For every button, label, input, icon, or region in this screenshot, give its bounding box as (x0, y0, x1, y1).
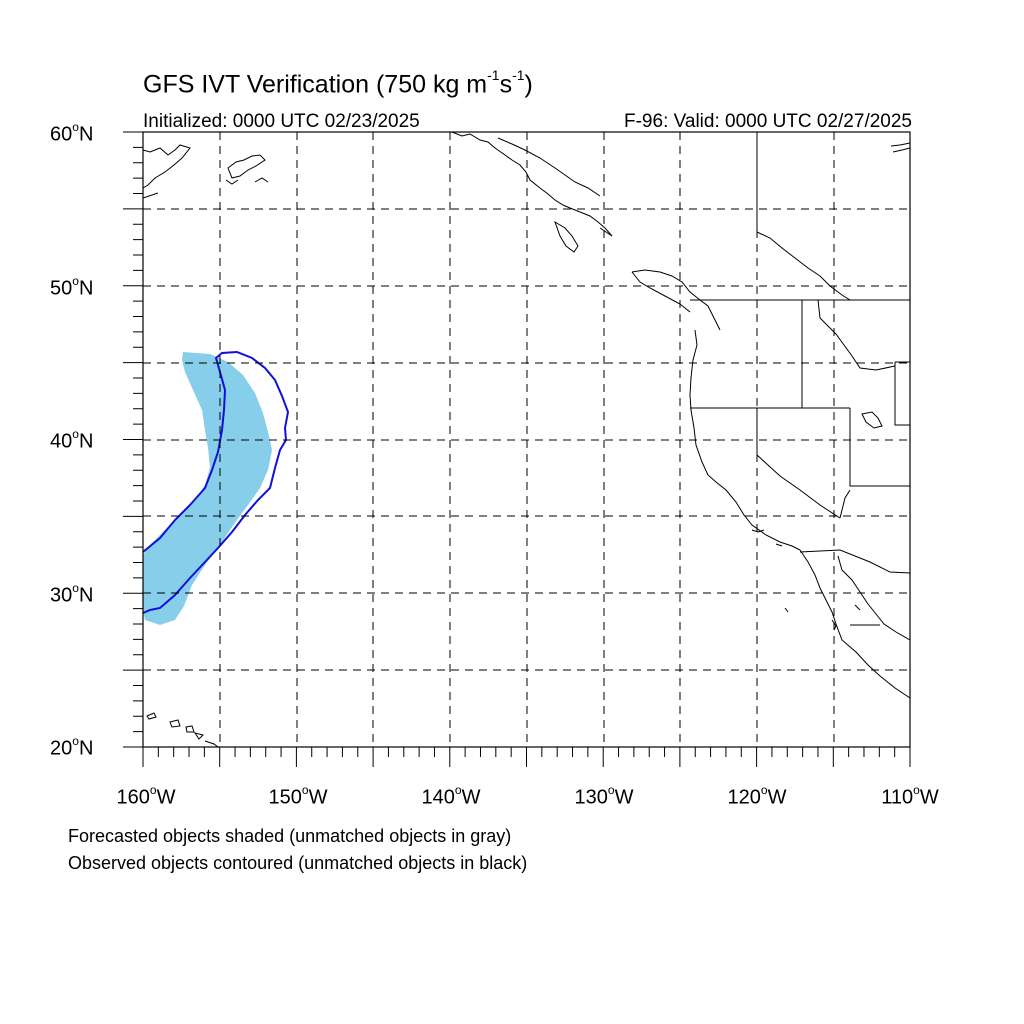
alaska-coastline (142, 144, 269, 199)
forecast-note: Forecasted objects shaded (unmatched obj… (68, 826, 512, 846)
lon-label-110w: 110oW (881, 783, 939, 809)
observed-object-contour (142, 350, 290, 614)
lon-label-140w: 140oW (421, 783, 481, 809)
valid-time: F-96: Valid: 0000 UTC 02/27/2025 (624, 111, 912, 132)
lat-label-20n: 20oN (50, 734, 94, 760)
graticule (143, 132, 910, 747)
hawaii-islands (146, 712, 219, 748)
lon-label-150w: 150oW (268, 783, 328, 809)
forecast-object-shaded (143, 352, 272, 625)
coastline (451, 131, 911, 699)
initialized-time: Initialized: 0000 UTC 02/23/2025 (143, 111, 420, 132)
lat-label-50n: 50oN (50, 274, 94, 300)
lon-label-160w: 160oW (116, 783, 176, 809)
lon-label-120w: 120oW (727, 783, 787, 809)
lat-label-40n: 40oN (50, 427, 94, 453)
lon-label-130w: 130oW (574, 783, 634, 809)
axis-ticks (123, 131, 911, 767)
observed-note: Observed objects contoured (unmatched ob… (68, 853, 528, 873)
political-borders (690, 132, 911, 626)
lat-label-30n: 30oN (50, 581, 94, 607)
lat-label-60n: 60oN (50, 120, 94, 146)
map-title: GFS IVT Verification (750 kg m-1s-1) (143, 67, 533, 99)
